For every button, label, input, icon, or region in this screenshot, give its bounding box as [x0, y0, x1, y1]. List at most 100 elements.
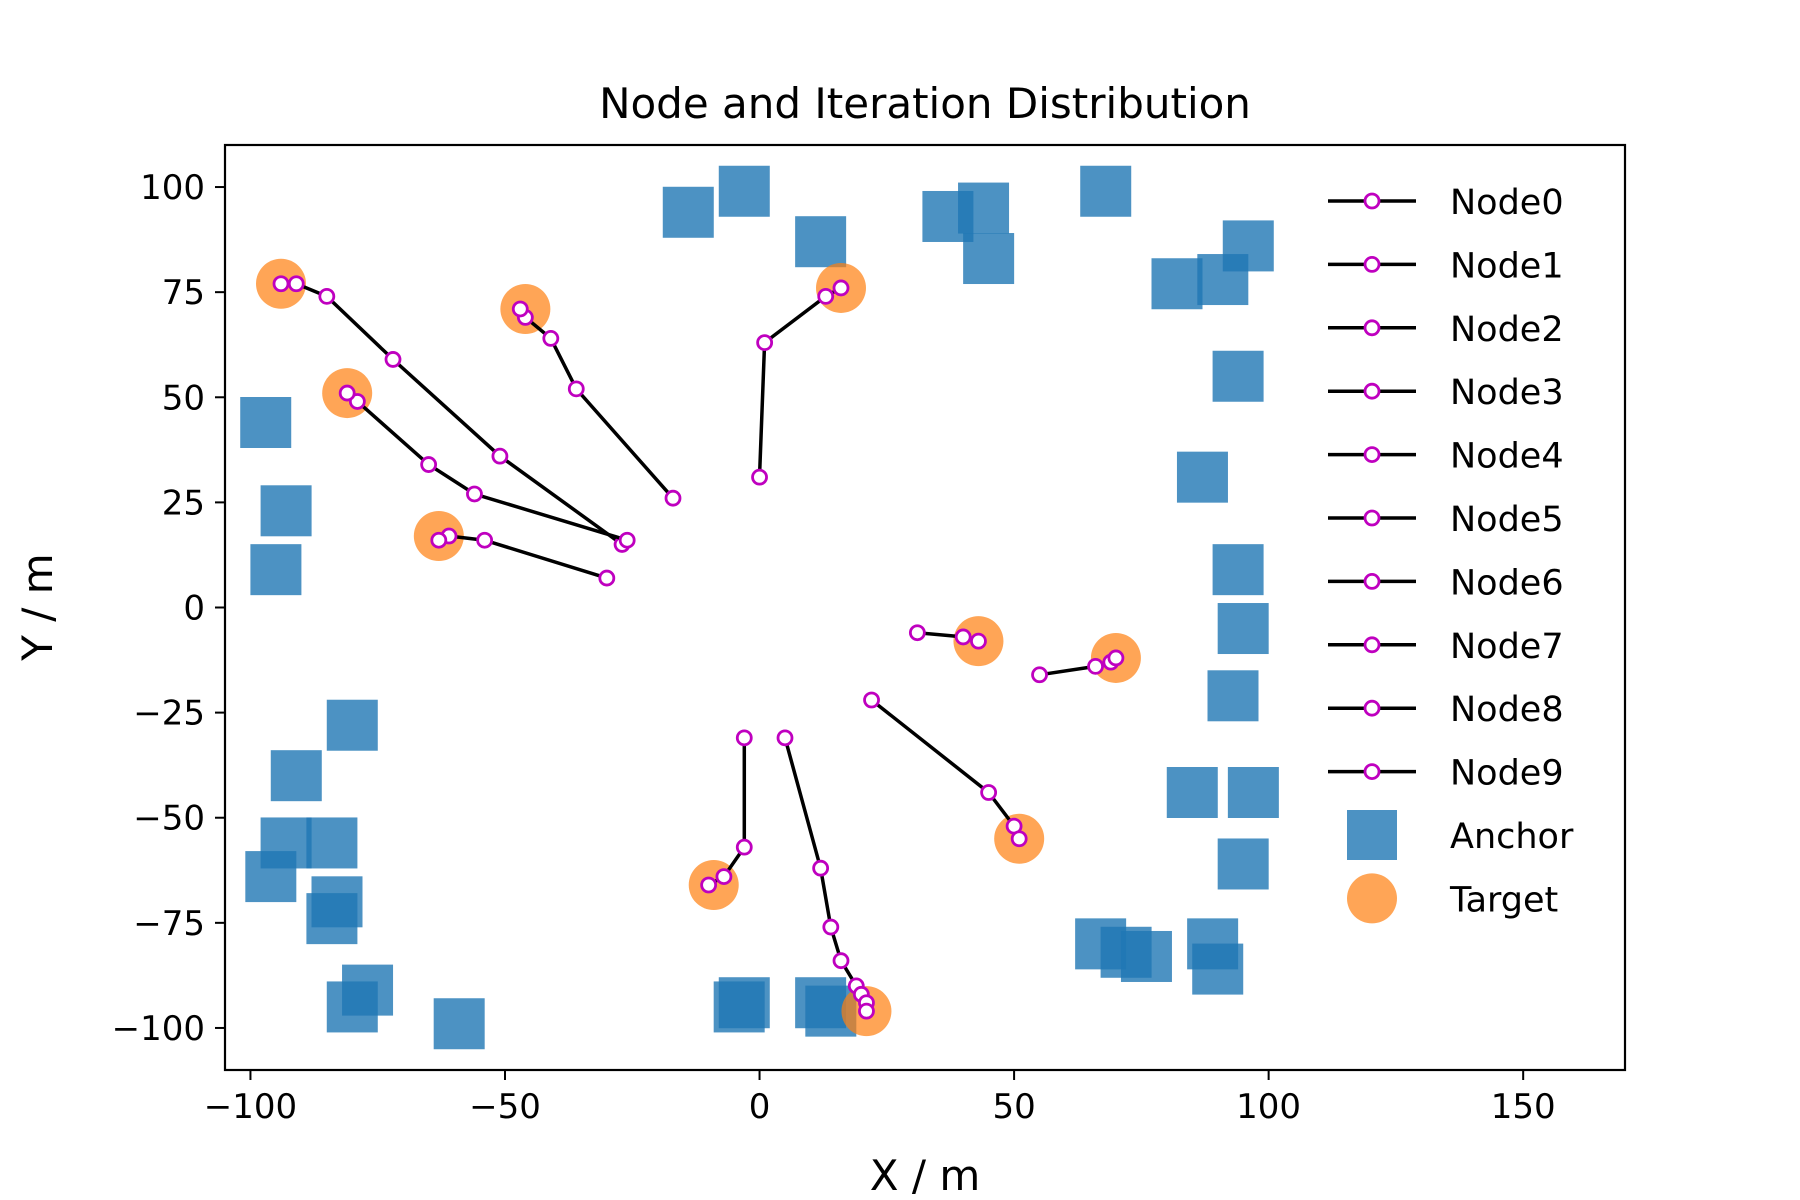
legend-marker-6 — [1363, 573, 1381, 590]
anchor-marker-16 — [1227, 767, 1279, 818]
legend-marker-8 — [1363, 699, 1381, 717]
node-path-line-4 — [757, 286, 842, 478]
node-0-point-2 — [384, 351, 402, 368]
node-5-point-1 — [954, 628, 972, 646]
legend-label-7: Node7 — [1450, 627, 1564, 667]
node-9-point-1 — [812, 859, 830, 877]
node-6-point-1 — [1087, 657, 1104, 675]
anchor-marker-0 — [718, 165, 770, 217]
y-tick-label-6: 50 — [162, 378, 205, 418]
node-7-point-3 — [1010, 830, 1028, 848]
node-0-point-3 — [318, 287, 336, 305]
y-tick-label-7: 75 — [162, 273, 205, 313]
node-path-line-8 — [707, 737, 747, 887]
node-1-point-4 — [511, 300, 529, 318]
anchor-marker-27 — [270, 750, 322, 802]
node-0-point-4 — [287, 275, 305, 293]
legend-marker-3 — [1363, 382, 1381, 400]
node-8-point-0 — [735, 729, 753, 747]
y-tick-label-5: 25 — [162, 483, 205, 523]
node-7-point-0 — [863, 691, 880, 709]
legend-marker-4 — [1363, 446, 1381, 464]
anchor-marker-24 — [260, 485, 312, 537]
legend-marker-5 — [1363, 509, 1381, 527]
legend: Node0 Node1 Node2 Node3 Node4 Node5 Node6 Node7… — [1328, 183, 1574, 924]
node-2-point-2 — [420, 456, 438, 473]
node-5-point-0 — [908, 624, 926, 642]
anchor-marker-22 — [1120, 930, 1172, 982]
legend-marker-0 — [1363, 192, 1381, 210]
x-tick-label-5: 150 — [1491, 1087, 1556, 1127]
anchor-marker-1 — [662, 186, 714, 238]
node-9-point-7 — [858, 1002, 875, 1020]
node-8-point-3 — [700, 876, 718, 894]
legend-label-5: Node5 — [1450, 500, 1564, 540]
legend-label-6: Node6 — [1450, 563, 1564, 603]
x-axis: −100 −50 0 50 100 150 — [204, 1070, 1556, 1127]
node-9-point-3 — [832, 952, 850, 970]
y-tick-label-0: −100 — [112, 1009, 205, 1049]
anchor-marker-2 — [795, 216, 847, 268]
node-4-point-1 — [756, 334, 774, 352]
node-4-point-3 — [832, 279, 850, 297]
anchor-marker-26 — [326, 699, 378, 751]
anchor-marker-23 — [240, 397, 292, 448]
node-8-point-2 — [715, 868, 733, 885]
node-6-point-3 — [1107, 649, 1125, 667]
plot-frame — [223, 143, 1627, 1072]
anchor-marker-6 — [1080, 165, 1132, 217]
anchor-marker-9 — [1222, 220, 1274, 272]
legend-marker-9 — [1363, 763, 1381, 780]
legend-marker-7 — [1363, 636, 1381, 654]
x-tick-label-0: −100 — [204, 1087, 297, 1127]
node-1-point-2 — [542, 330, 560, 347]
node-6-point-0 — [1031, 666, 1048, 684]
legend-label-4: Node4 — [1450, 437, 1564, 477]
legend-label-1: Node1 — [1450, 246, 1564, 286]
anchor-marker-4 — [958, 182, 1010, 234]
legend-label-9: Node9 — [1450, 754, 1564, 794]
anchor-marker-37 — [713, 981, 765, 1033]
x-tick-label-2: 0 — [749, 1087, 771, 1127]
legend-marker-2 — [1363, 319, 1381, 337]
y-tick-label-1: −75 — [133, 904, 205, 944]
node-3-point-1 — [476, 531, 494, 549]
node-0-point-5 — [272, 275, 290, 293]
anchor-marker-25 — [250, 544, 302, 596]
node-3-point-3 — [430, 531, 448, 549]
plot-area — [240, 165, 1279, 1050]
anchor-marker-13 — [1217, 603, 1269, 655]
x-tick-label-3: 50 — [992, 1087, 1035, 1127]
y-axis-label: Y / m — [13, 553, 62, 661]
node-2-point-4 — [338, 384, 356, 402]
anchor-marker-19 — [1192, 943, 1244, 995]
anchor-marker-12 — [1212, 544, 1264, 596]
node-path-line-3 — [438, 534, 608, 580]
legend-label-0: Node0 — [1450, 183, 1564, 223]
x-axis-label: X / m — [870, 1151, 981, 1200]
node-8-point-1 — [735, 838, 753, 856]
legend-label-10: Anchor — [1450, 817, 1574, 857]
chart-title: Node and Iteration Distribution — [599, 79, 1251, 128]
node-path-line-7 — [870, 698, 1021, 840]
y-tick-label-4: 0 — [183, 589, 205, 629]
node-2-point-0 — [618, 531, 636, 549]
anchor-marker-17 — [1217, 838, 1269, 890]
anchor-marker-7 — [1151, 258, 1203, 310]
node-4-point-2 — [817, 287, 835, 305]
legend-marker-1 — [1363, 255, 1381, 273]
node-0-point-1 — [491, 447, 509, 465]
legend-label-8: Node8 — [1450, 690, 1564, 730]
node-path-line-0 — [281, 282, 624, 546]
y-tick-label-2: −50 — [133, 799, 205, 839]
node-1-point-1 — [567, 380, 585, 398]
legend-label-2: Node2 — [1450, 310, 1564, 350]
y-tick-label-8: 100 — [140, 168, 205, 208]
node-7-point-1 — [980, 784, 998, 801]
legend-target-marker — [1347, 873, 1397, 924]
anchor-marker-21 — [1075, 918, 1127, 970]
anchor-marker-11 — [1176, 451, 1228, 503]
node-9-point-2 — [822, 918, 840, 936]
node-4-point-0 — [751, 468, 768, 486]
